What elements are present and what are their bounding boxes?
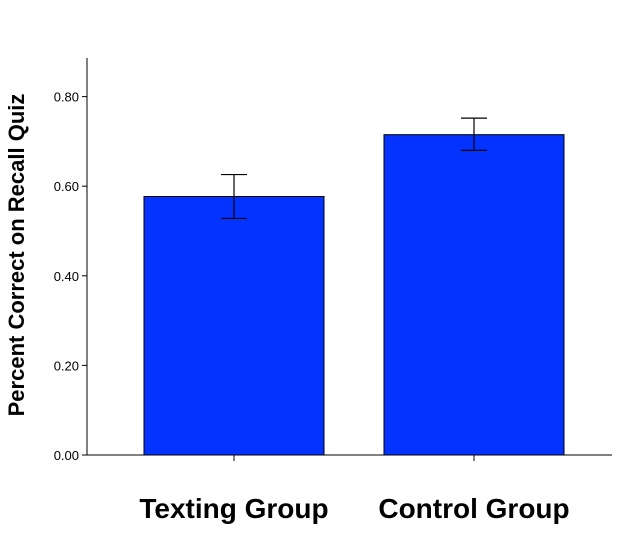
bars-layer [143,134,565,456]
y-tick-label: 0.40 [54,269,79,284]
y-tick-label: 0.80 [54,90,79,105]
y-ticks-layer: 0.00 0.20 0.40 0.60 0.80 [54,90,87,463]
y-tick-label: 0.00 [54,448,79,463]
x-ticks-layer: Texting Group Control Group [139,455,570,524]
axes-layer [86,58,612,456]
error-bars-layer [221,117,487,220]
bar-control-group [383,134,565,456]
bar-texting-group [143,196,325,456]
y-tick-label: 0.60 [54,179,79,194]
y-axis-label: Percent Correct on Recall Quiz [4,94,29,417]
y-tick-label: 0.20 [54,358,79,373]
x-tick-label: Texting Group [139,493,328,524]
x-tick-label: Control Group [378,493,569,524]
